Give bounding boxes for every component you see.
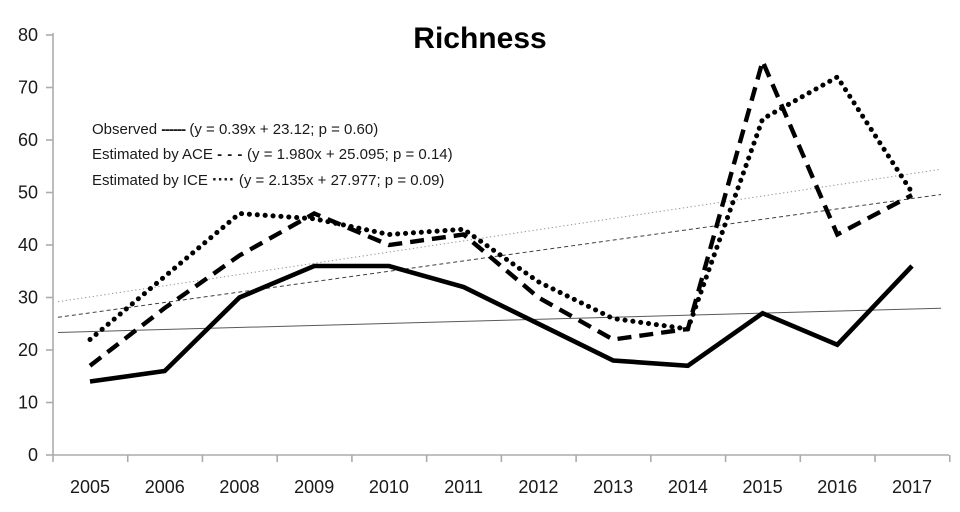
legend-equation-observed: (y = 0.39x + 23.12; p = 0.60) — [185, 121, 379, 138]
series-line-dotted — [87, 73, 915, 342]
x-tick-label: 2014 — [668, 477, 708, 497]
series-line-solid — [89, 263, 914, 384]
legend-equation-ice: (y = 2.135x + 27.977; p = 0.09) — [234, 172, 445, 189]
legend-line-sample-solid-icon: ------ — [161, 121, 186, 138]
y-tick-label: 60 — [18, 130, 38, 150]
legend-line-sample-dotted-icon: ···· — [212, 170, 235, 189]
x-tick-label: 2006 — [145, 477, 185, 497]
x-tick-label: 2017 — [892, 477, 932, 497]
y-tick-label: 80 — [18, 25, 38, 45]
y-tick-label: 10 — [18, 393, 38, 413]
y-tick-label: 40 — [18, 235, 38, 255]
legend-equation-ace: (y = 1.980x + 25.095; p = 0.14) — [242, 146, 453, 163]
x-tick-label: 2005 — [70, 477, 110, 497]
legend-label-ice: Estimated by ICE — [92, 172, 213, 189]
y-tick-label: 50 — [18, 183, 38, 203]
x-tick-label: 2009 — [294, 477, 334, 497]
x-tick-label: 2010 — [369, 477, 409, 497]
legend-item-observed: Observed ------ (y = 0.39x + 23.12; p = … — [92, 117, 453, 142]
y-tick-label: 30 — [18, 288, 38, 308]
legend-label-ace: Estimated by ACE — [92, 146, 218, 163]
legend-item-ice: Estimated by ICE ···· (y = 2.135x + 27.9… — [92, 167, 453, 193]
x-tick-label: 2016 — [817, 477, 857, 497]
chart-legend: Observed ------ (y = 0.39x + 23.12; p = … — [92, 117, 453, 193]
trendline-dashed — [57, 193, 942, 318]
x-tick-label: 2008 — [219, 477, 259, 497]
legend-line-sample-dashed-icon: - - - — [217, 146, 243, 163]
legend-label-observed: Observed — [92, 121, 162, 138]
series-line-dashed — [88, 54, 914, 368]
x-tick-label: 2011 — [444, 477, 483, 497]
legend-item-ace: Estimated by ACE - - - (y = 1.980x + 25.… — [92, 142, 453, 167]
x-tick-label: 2012 — [518, 477, 558, 497]
y-tick-label: 70 — [18, 78, 38, 98]
trendline-solid — [57, 307, 942, 333]
chart-title: Richness — [413, 22, 547, 55]
y-tick-label: 0 — [28, 445, 38, 465]
x-tick-label: 2013 — [593, 477, 633, 497]
x-tick-label: 2015 — [743, 477, 783, 497]
y-tick-label: 20 — [18, 340, 38, 360]
